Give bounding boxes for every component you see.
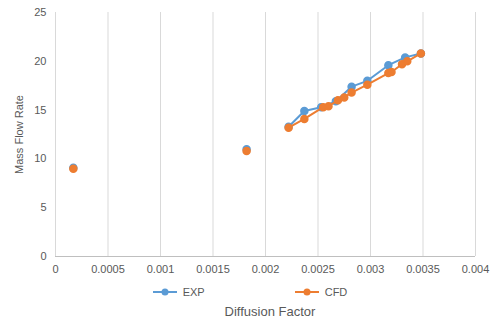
svg-text:0.0025: 0.0025 — [301, 263, 335, 275]
svg-text:0.0035: 0.0035 — [406, 263, 440, 275]
svg-text:0.001: 0.001 — [147, 263, 175, 275]
svg-text:25: 25 — [34, 6, 46, 18]
html-text:EXP: EXP — [182, 286, 205, 298]
svg-text:10: 10 — [34, 152, 46, 164]
svg-text:Mass Flow Rate: Mass Flow Rate — [13, 95, 25, 174]
svg-text:0.0005: 0.0005 — [91, 263, 125, 275]
svg-text:0.004: 0.004 — [462, 263, 490, 275]
svg-text:0.003: 0.003 — [357, 263, 385, 275]
svg-text:0: 0 — [40, 250, 46, 262]
svg-text:0.0015: 0.0015 — [196, 263, 230, 275]
svg-text:15: 15 — [34, 104, 46, 116]
svg-text:20: 20 — [34, 55, 46, 67]
svg-text:0.002: 0.002 — [252, 263, 280, 275]
html-text:Diffusion Factor: Diffusion Factor — [224, 304, 316, 319]
html-text:CFD: CFD — [324, 286, 348, 298]
svg-text:0: 0 — [52, 263, 58, 275]
svg-text:5: 5 — [40, 201, 46, 213]
